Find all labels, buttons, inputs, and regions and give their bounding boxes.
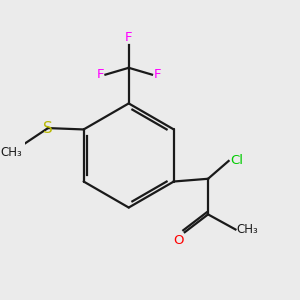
Text: CH₃: CH₃ xyxy=(0,146,22,159)
Text: CH₃: CH₃ xyxy=(237,223,259,236)
Text: Cl: Cl xyxy=(230,154,243,167)
Text: F: F xyxy=(125,31,133,44)
Text: F: F xyxy=(97,68,104,81)
Text: F: F xyxy=(153,68,161,81)
Text: S: S xyxy=(43,121,53,136)
Text: O: O xyxy=(173,234,183,247)
